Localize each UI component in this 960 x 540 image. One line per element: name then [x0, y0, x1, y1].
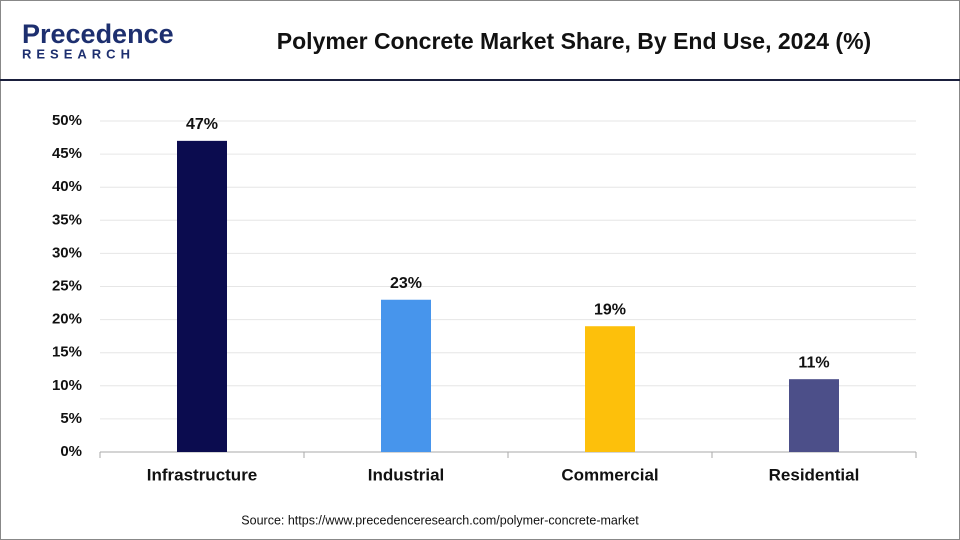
- x-tick-label: Residential: [769, 465, 860, 484]
- y-tick-label: 50%: [52, 112, 82, 129]
- x-tick-label: Infrastructure: [147, 465, 258, 484]
- logo-sub: RESEARCH: [22, 46, 135, 61]
- value-label: 23%: [390, 275, 422, 292]
- bar: [789, 379, 839, 452]
- value-label: 19%: [594, 301, 626, 318]
- y-tick-label: 10%: [52, 377, 82, 394]
- y-tick-label: 25%: [52, 277, 82, 294]
- y-tick-label: 40%: [52, 178, 82, 195]
- x-tick-label: Commercial: [561, 465, 658, 484]
- y-tick-label: 30%: [52, 244, 82, 261]
- bar: [381, 299, 431, 452]
- logo-name: Precedence: [22, 19, 174, 49]
- y-tick-label: 15%: [52, 344, 82, 361]
- source: Source: https://www.precedenceresearch.c…: [241, 513, 639, 527]
- value-label: 11%: [798, 354, 829, 371]
- y-tick-label: 0%: [60, 443, 82, 460]
- y-tick-label: 45%: [52, 145, 82, 162]
- value-label: 47%: [186, 116, 218, 133]
- y-tick-label: 5%: [60, 410, 82, 427]
- chart-title: Polymer Concrete Market Share, By End Us…: [277, 28, 871, 54]
- bar: [585, 326, 635, 452]
- y-tick-label: 20%: [52, 311, 82, 328]
- x-tick-label: Industrial: [368, 465, 445, 484]
- y-tick-label: 35%: [52, 211, 82, 228]
- bar: [177, 140, 227, 453]
